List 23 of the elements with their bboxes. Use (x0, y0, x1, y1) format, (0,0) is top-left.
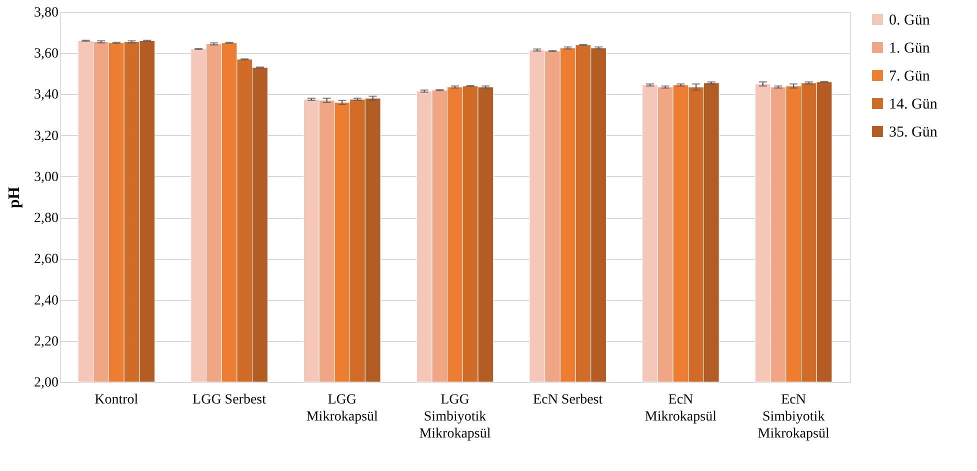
y-tick-label: 2,40 (34, 293, 58, 308)
x-tick-label: LGG Simbiyotik Mikrokapsül (419, 392, 491, 442)
x-tick-label: EcN Mikrokapsül (644, 392, 717, 424)
y-tick-label: 3,40 (34, 88, 58, 103)
y-tick-label: 2,60 (34, 252, 58, 268)
x-tick-label: Kontrol (94, 392, 138, 408)
y-tick-label: 3,00 (34, 170, 58, 185)
legend-label: 0. Gün (889, 12, 930, 28)
x-tick-label: LGG Mikrokapsül (306, 392, 378, 424)
y-tick-label: 3,60 (34, 46, 58, 62)
y-tick-label: 2,20 (34, 334, 58, 350)
x-tick-label: EcN Simbiyotik Mikrokapsül (758, 392, 830, 442)
y-tick-label: 2,80 (34, 211, 58, 226)
y-tick-label: 3,80 (34, 6, 58, 20)
y-tick-label: 2,00 (34, 376, 58, 390)
y-axis-title: pH (6, 186, 23, 208)
x-tick-label: LGG Serbest (192, 392, 266, 408)
legend-label: 7. Gün (889, 68, 930, 84)
y-tick-label: 3,20 (34, 128, 58, 144)
x-tick-label: EcN Serbest (533, 392, 603, 408)
legend-label: 1. Gün (889, 40, 930, 56)
legend-label: 14. Gün (889, 96, 938, 112)
legend-label: 35. Gün (889, 124, 938, 140)
